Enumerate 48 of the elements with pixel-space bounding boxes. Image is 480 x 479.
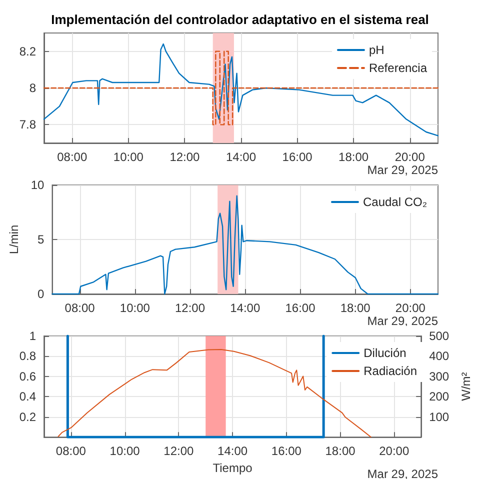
x-tick-label: 08:00 [64,301,96,315]
x-tick-label: 10:00 [113,150,144,164]
x-tick-label: 18:00 [340,301,371,315]
y2-axis-title: W/m² [459,372,473,401]
x-tick-label: 20:00 [379,444,410,458]
legend-label: Caudal CO₂ [362,195,428,209]
y2-tick-label: 400 [429,349,450,364]
text: Mar 29, 2025 [367,163,438,177]
x-tick-label: 10:00 [110,444,140,458]
y-axis-title: L/min [7,224,21,254]
x-tick-label: 14:00 [230,301,260,315]
x-tick-label: 08:00 [57,150,88,164]
x-tick-label: 10:00 [120,301,150,315]
legend-label: pH [368,43,384,57]
legend-label: Radiación [364,364,418,378]
y-tick-label: 8.2 [19,44,36,58]
x-tick-label: 08:00 [56,444,86,458]
y-tick-label: 1 [29,329,36,343]
y-tick-label: 0.4 [19,390,36,404]
y-tick-label: 10 [30,178,45,192]
x-tick-label: 18:00 [338,150,369,164]
x-tick-label: 14:00 [218,444,248,458]
x-tick-label: 20:00 [395,301,426,315]
y-tick-label: 5 [38,232,45,246]
y-tick-label: 0.2 [19,410,36,424]
legend-label: Dilución [364,346,406,360]
y2-tick-label: 200 [429,390,450,404]
x-tick-label: 18:00 [325,444,356,458]
y2-tick-label: 500 [429,329,450,343]
x-tick-label: 16:00 [271,444,302,458]
y-tick-label: 8 [29,81,36,95]
x-tick-label: 20:00 [394,150,426,164]
y-tick-label: 0.6 [19,369,36,384]
y-tick-label: 0 [38,287,45,301]
x-tick-label: 16:00 [285,301,316,315]
x-tick-label: 12:00 [170,150,200,164]
x-tick-label: 16:00 [282,150,313,164]
y2-tick-label: 300 [429,369,450,384]
legend-label: Referencia [368,61,428,75]
x-tick-label: 12:00 [164,444,194,458]
y2-tick-label: 100 [429,410,450,424]
x-axis-title: Tiempo [212,461,253,475]
line-series [43,43,439,136]
x-tick-label: 12:00 [175,301,206,315]
x-tick-label: 14:00 [226,150,256,164]
y-tick-label: 0.8 [19,349,36,364]
y-tick-label: 7.8 [19,118,36,132]
chart-title: Implementación del controlador adaptativo en el sistema real [51,12,429,27]
